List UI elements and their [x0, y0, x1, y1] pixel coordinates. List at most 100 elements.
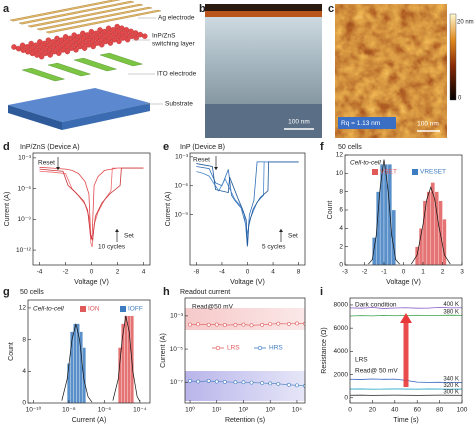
x-tick-label: 0 [246, 269, 250, 276]
chart: i 0 20 40 60 80 100 0 2000 4000 6000 8000 Time (s) Re… [320, 286, 468, 424]
histogram-bar [426, 191, 431, 265]
plot-area [196, 161, 299, 247]
fit-curve [61, 323, 93, 403]
annotation: Cell-to-cell [350, 160, 381, 167]
histogram-bar [76, 323, 80, 403]
chart-title: InP/ZnS (Device A) [20, 144, 80, 151]
arrow-head [279, 229, 283, 232]
plot-area [61, 315, 141, 403]
plot-frame [184, 297, 306, 404]
x-tick-label: 10⁰ [185, 406, 195, 414]
ito-stripe [21, 67, 66, 82]
arrow-head [214, 167, 218, 170]
y-tick-label: 2000 [334, 371, 349, 378]
data-point [233, 322, 238, 327]
annotation: Set [124, 233, 134, 240]
device-schematic: a [3, 0, 162, 130]
histogram-bar [73, 323, 77, 403]
y-axis-label: Count [327, 201, 334, 220]
plot-frame [344, 154, 463, 266]
colorbar-label: 0 [458, 96, 462, 102]
y-tick-label: 10⁻⁵ [170, 346, 184, 353]
arrow-shaft [403, 322, 409, 387]
x-axis-label: Retention (s) [225, 417, 265, 424]
y-tick-label: 8000 [334, 302, 349, 309]
x-tick-label: -4 [219, 269, 225, 276]
y-tick-label: 12 [19, 305, 27, 312]
data-point [222, 379, 227, 384]
x-tick-label: -3 [342, 269, 348, 276]
x-tick-label: 60 [414, 407, 422, 414]
layer-label: Ag electrode [158, 15, 195, 22]
sem-substrate [205, 104, 322, 138]
ag-stripe [45, 9, 162, 34]
shade-band [185, 308, 305, 330]
y-tick-label: 10⁻⁶ [175, 182, 189, 189]
y-tick-label: 4 [22, 368, 26, 375]
y-axis-label: Resistance (Ω) [321, 327, 328, 373]
annotation: Set [288, 233, 298, 240]
ito-stripe [73, 57, 118, 72]
legend-label: IOFF [128, 306, 143, 313]
data-point [188, 322, 192, 327]
x-tick-label: 4 [142, 269, 146, 276]
layer-label: switching layer [152, 41, 195, 48]
quantum-dot [34, 52, 40, 58]
legend-label: VSET [380, 169, 397, 176]
scale-label: 100 nm [417, 121, 439, 128]
data-point [214, 379, 219, 384]
y-tick-label: 10⁻³ [18, 155, 32, 162]
data-line [196, 161, 299, 247]
annotation: 10 cycles [98, 244, 126, 251]
ag-stripe [18, 0, 135, 25]
panel-label: e [163, 141, 169, 153]
plot-area [39, 166, 144, 248]
ag-stripe [36, 6, 153, 31]
x-tick-label: 80 [436, 407, 444, 414]
y-axis-label: Current (A) [160, 333, 167, 368]
legend-label: VRESET [420, 169, 446, 176]
chart-title: Readout current [180, 289, 230, 296]
series-label: 340 K [443, 376, 459, 382]
ito-stripe [99, 52, 144, 67]
y-tick-label: 10⁻⁹ [175, 211, 189, 218]
data-point [276, 321, 281, 326]
y-axis-label: Current (A) [165, 192, 172, 227]
ito-stripe [47, 62, 92, 77]
quantum-dot [116, 38, 122, 45]
chart-title: InP (Device B) [180, 144, 225, 151]
quantum-dot [107, 40, 114, 46]
y-tick-label: 4 [339, 225, 343, 232]
quantum-dot [64, 48, 71, 55]
histogram-bar [130, 315, 134, 403]
data-point [287, 382, 291, 387]
data-line [196, 161, 299, 244]
x-axis-label: Time (s) [393, 417, 418, 424]
chart: e InP (Device B) -8 -4 0 4 8 10⁻³ 10⁻⁶ 10⁻⁹ Voltag… [163, 141, 306, 286]
y-tick-label: 2 [339, 243, 343, 250]
x-tick-label: -1 [381, 269, 387, 276]
histogram-bar [379, 164, 385, 265]
annotation: Cell-to-cell [33, 306, 64, 313]
data-point [268, 381, 273, 386]
quantum-dot [90, 43, 96, 50]
y-tick-label: 6 [339, 207, 343, 214]
quantum-dot [20, 47, 26, 53]
x-tick-label: 0 [348, 407, 352, 414]
data-point [260, 381, 265, 385]
x-tick-label: 10³ [266, 407, 276, 414]
legend-swatch [372, 169, 378, 175]
colorbar-label: 20 nm [457, 20, 474, 26]
colorbar [449, 13, 457, 101]
legend-swatch [120, 306, 126, 312]
panel-label: d [3, 141, 10, 153]
x-tick-label: 10⁻⁶ [98, 407, 112, 414]
x-axis-label: Voltage (V) [74, 279, 109, 286]
y-tick-label: 0 [344, 394, 348, 401]
x-axis-label: Current (A) [72, 417, 107, 424]
sem-ag-layer [205, 11, 322, 17]
substrate-top [8, 88, 150, 122]
x-tick-label: 100 [457, 407, 468, 414]
x-axis-label: Voltage (V) [386, 279, 421, 286]
